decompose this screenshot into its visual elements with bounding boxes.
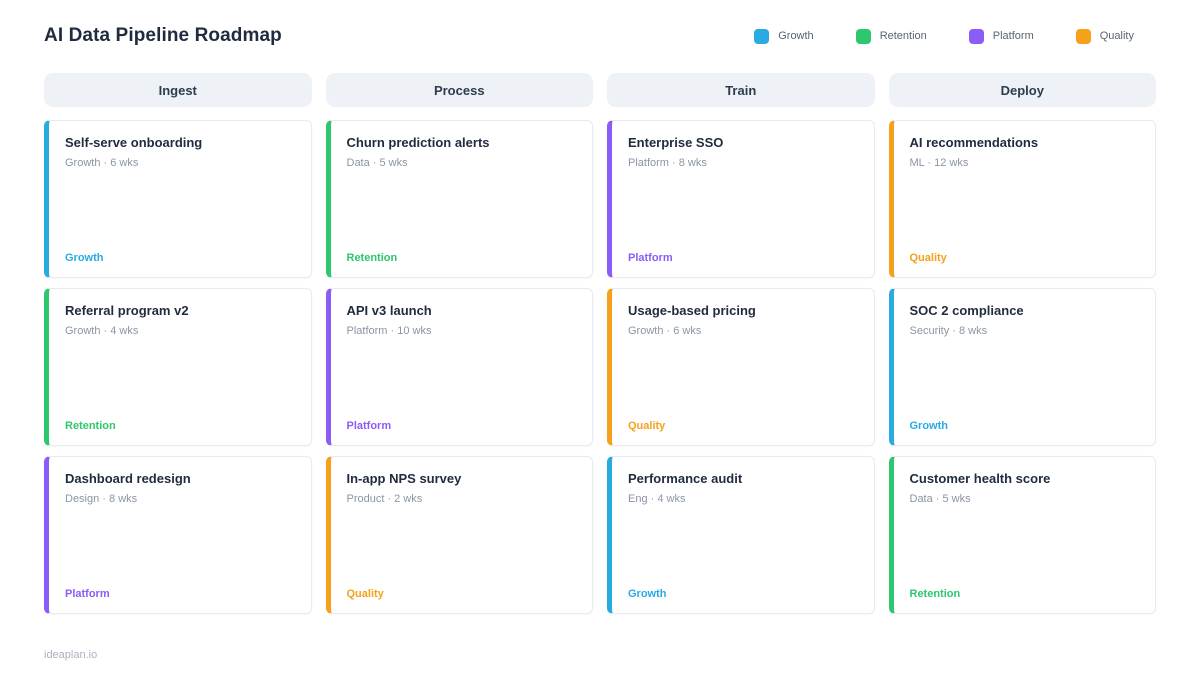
card-tag: Platform bbox=[628, 252, 673, 264]
card-meta: Growth · 6 wks bbox=[65, 157, 139, 169]
card-title: Churn prediction alerts bbox=[346, 135, 490, 150]
column-cards: Enterprise SSO Platform · 8 wks Platform… bbox=[607, 120, 875, 614]
column-title: Train bbox=[725, 82, 757, 98]
card-tag: Growth bbox=[65, 252, 104, 264]
column-cards: Self-serve onboarding Growth · 6 wks Gro… bbox=[44, 120, 312, 614]
card-meta: Eng · 4 wks bbox=[628, 493, 686, 505]
card-title: Dashboard redesign bbox=[65, 471, 191, 486]
column-header: Ingest bbox=[44, 73, 312, 107]
card-title: In-app NPS survey bbox=[346, 471, 462, 486]
legend-label: Platform bbox=[992, 30, 1034, 42]
column-title: Process bbox=[433, 82, 485, 98]
legend-label: Retention bbox=[879, 30, 927, 42]
card-tag: Growth bbox=[628, 588, 667, 600]
card-title: Performance audit bbox=[628, 471, 743, 486]
legend-color-swatch bbox=[1075, 28, 1091, 44]
roadmap-card[interactable]: In-app NPS survey Product · 2 wks Qualit… bbox=[325, 456, 593, 614]
footer-brand: ideaplan.io bbox=[44, 649, 98, 661]
card-tag: Quality bbox=[909, 252, 947, 264]
column-title: Ingest bbox=[158, 82, 197, 98]
roadmap-card[interactable]: SOC 2 compliance Security · 8 wks Growth bbox=[888, 288, 1156, 446]
legend-color-swatch bbox=[968, 28, 984, 44]
card-tag: Retention bbox=[346, 252, 398, 264]
header: AI Data Pipeline Roadmap Growth Retentio… bbox=[44, 18, 1156, 54]
footer: ideaplan.io bbox=[44, 645, 1156, 663]
column-header: Process bbox=[325, 73, 593, 107]
roadmap-card[interactable]: Customer health score Data · 5 wks Reten… bbox=[888, 456, 1156, 614]
roadmap-card[interactable]: Self-serve onboarding Growth · 6 wks Gro… bbox=[44, 120, 312, 278]
card-title: SOC 2 compliance bbox=[909, 303, 1024, 318]
card-tag: Platform bbox=[346, 420, 392, 432]
roadmap-card[interactable]: Usage-based pricing Growth · 6 wks Quali… bbox=[607, 288, 875, 446]
column-header: Train bbox=[607, 73, 875, 107]
column-cards: AI recommendations ML · 12 wks Quality S… bbox=[888, 120, 1156, 614]
board-column: Process Churn prediction alerts Data · 5… bbox=[325, 73, 593, 614]
card-tag: Quality bbox=[346, 588, 384, 600]
legend-item: Growth bbox=[754, 28, 814, 44]
card-title: Self-serve onboarding bbox=[65, 135, 203, 150]
card-meta: Platform · 8 wks bbox=[628, 157, 707, 169]
roadmap-card[interactable]: Referral program v2 Growth · 4 wks Reten… bbox=[44, 288, 312, 446]
card-meta: Product · 2 wks bbox=[346, 493, 423, 505]
card-title: Customer health score bbox=[909, 471, 1051, 486]
kanban-board: Ingest Self-serve onboarding Growth · 6 … bbox=[44, 73, 1156, 614]
column-cards: Churn prediction alerts Data · 5 wks Ret… bbox=[325, 120, 593, 614]
card-tag: Retention bbox=[65, 420, 116, 432]
legend-item: Retention bbox=[855, 28, 927, 44]
card-meta: Growth · 4 wks bbox=[65, 325, 139, 337]
column-title: Deploy bbox=[1000, 82, 1044, 98]
legend-label: Quality bbox=[1099, 30, 1134, 42]
legend-color-swatch bbox=[855, 28, 871, 44]
card-meta: Platform · 10 wks bbox=[346, 325, 432, 337]
board-column: Deploy AI recommendations ML · 12 wks Qu… bbox=[888, 73, 1156, 614]
card-title: Enterprise SSO bbox=[628, 135, 724, 150]
roadmap-card[interactable]: API v3 launch Platform · 10 wks Platform bbox=[325, 288, 593, 446]
legend-label: Growth bbox=[778, 30, 814, 42]
card-title: Usage-based pricing bbox=[628, 303, 756, 318]
legend-item: Quality bbox=[1075, 28, 1134, 44]
roadmap-card[interactable]: Performance audit Eng · 4 wks Growth bbox=[607, 456, 875, 614]
card-meta: Growth · 6 wks bbox=[628, 325, 702, 337]
card-title: Referral program v2 bbox=[65, 303, 189, 318]
roadmap-card[interactable]: Enterprise SSO Platform · 8 wks Platform bbox=[607, 120, 875, 278]
roadmap-card[interactable]: Dashboard redesign Design · 8 wks Platfo… bbox=[44, 456, 312, 614]
legend-color-swatch bbox=[754, 28, 770, 44]
card-tag: Growth bbox=[909, 420, 949, 432]
card-meta: ML · 12 wks bbox=[909, 157, 969, 169]
column-header: Deploy bbox=[888, 73, 1156, 107]
card-meta: Security · 8 wks bbox=[909, 325, 988, 337]
board-column: Ingest Self-serve onboarding Growth · 6 … bbox=[44, 73, 312, 614]
card-tag: Platform bbox=[65, 588, 110, 600]
card-tag: Quality bbox=[628, 420, 666, 432]
card-title: API v3 launch bbox=[346, 303, 432, 318]
board-column: Train Enterprise SSO Platform · 8 wks Pl… bbox=[607, 73, 875, 614]
card-title: AI recommendations bbox=[909, 135, 1039, 150]
roadmap-card[interactable]: Churn prediction alerts Data · 5 wks Ret… bbox=[325, 120, 593, 278]
legend: Growth Retention Platform Quality bbox=[754, 28, 1156, 44]
card-meta: Data · 5 wks bbox=[346, 157, 408, 169]
card-tag: Retention bbox=[909, 588, 961, 600]
card-meta: Data · 5 wks bbox=[909, 493, 971, 505]
card-meta: Design · 8 wks bbox=[65, 493, 138, 505]
roadmap-card[interactable]: AI recommendations ML · 12 wks Quality bbox=[888, 120, 1156, 278]
page-title: AI Data Pipeline Roadmap bbox=[44, 25, 282, 46]
legend-item: Platform bbox=[968, 28, 1034, 44]
